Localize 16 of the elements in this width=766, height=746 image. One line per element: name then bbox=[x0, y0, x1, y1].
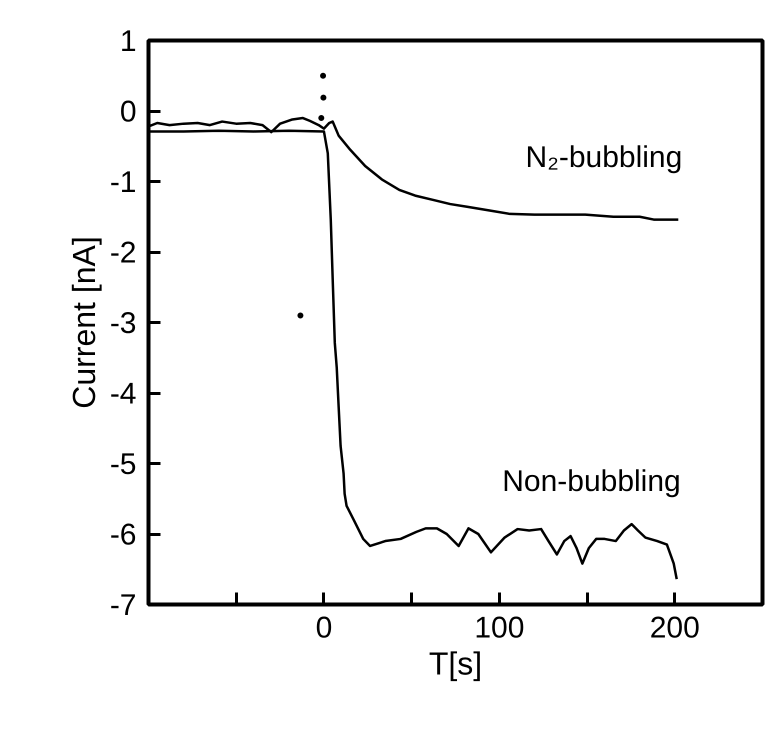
y-tick-label: 0 bbox=[120, 96, 137, 128]
series-label: N₂-bubbling bbox=[526, 140, 682, 174]
x-tick-label: 200 bbox=[650, 612, 700, 644]
y-tick-label: -4 bbox=[110, 378, 137, 410]
y-tick-label: -7 bbox=[110, 589, 137, 622]
y-tick-label: -1 bbox=[110, 166, 137, 199]
series-label: Non-bubbling bbox=[502, 465, 681, 498]
y-tick-label: -2 bbox=[110, 236, 137, 270]
y-tick-label: -3 bbox=[110, 307, 137, 340]
y-tick-label: -6 bbox=[110, 518, 137, 552]
y-tick-label: -5 bbox=[110, 448, 137, 481]
x-axis-title: T[s] bbox=[428, 646, 482, 682]
x-tick-label: 100 bbox=[474, 612, 524, 644]
y-axis-title: Current [nA] bbox=[66, 236, 102, 409]
y-tick-label: 1 bbox=[120, 25, 137, 58]
x-tick-label: 0 bbox=[316, 612, 332, 644]
